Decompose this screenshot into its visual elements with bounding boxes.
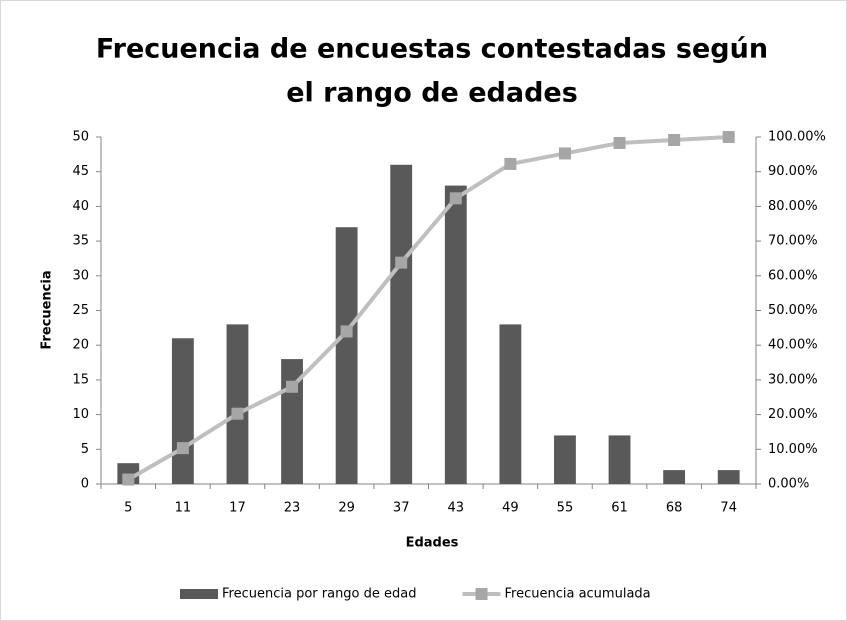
y2-tick-label: 20.00% [768,407,818,422]
x-tick-label: 17 [229,501,246,516]
line-marker [558,147,571,160]
y2-tick-label: 90.00% [768,164,818,179]
line-marker [395,256,408,269]
y2-tick-label: 100.00% [768,130,826,145]
y2-tick-label: 70.00% [768,234,818,249]
chart-title: Frecuencia de encuestas contestadas segú… [96,34,768,65]
legend-label: Frecuencia por rango de edad [222,587,417,602]
line-marker [449,192,462,205]
x-tick-label: 11 [175,501,192,516]
x-tick-label: 61 [611,501,628,516]
x-tick-label: 55 [557,501,574,516]
line-marker [231,407,244,420]
bar [554,435,576,484]
y-tick-label: 50 [72,130,89,145]
line-marker [122,473,135,486]
line [127,135,729,482]
y-tick-label: 0 [81,477,89,492]
line-marker [504,157,517,170]
y2-tick-label: 40.00% [768,338,818,353]
bar [390,164,413,484]
bar [499,324,522,484]
line-marker [286,380,299,393]
x-tick-label: 68 [666,501,683,516]
y2-tick-label: 50.00% [768,303,818,318]
y2-tick-label: 60.00% [768,268,818,283]
y-tick-label: 45 [72,164,89,179]
y2-tick-label: 80.00% [768,199,818,214]
bar [663,470,686,484]
legend-swatch [180,589,218,599]
y-tick-label: 25 [72,303,89,318]
x-tick-label: 49 [502,501,519,516]
y-tick-label: 20 [72,338,89,353]
x-axis-title: Edades [406,536,459,551]
line-marker [340,325,353,338]
bar [608,435,631,484]
bar [171,338,194,484]
bar [444,185,467,484]
bar [226,324,249,484]
y-tick-label: 35 [72,234,89,249]
legend-label: Frecuencia acumulada [505,587,651,602]
y2-tick-label: 10.00% [768,442,818,457]
chart-title: el rango de edades [286,78,578,109]
line-marker [668,133,681,146]
x-tick-label: 23 [284,501,301,516]
x-tick-label: 29 [338,501,355,516]
line-marker [176,442,189,455]
line-marker [613,136,626,149]
y-tick-label: 30 [72,268,89,283]
y-tick-label: 15 [72,372,89,387]
y2-tick-label: 30.00% [768,372,818,387]
x-tick-label: 74 [720,501,737,516]
bar [717,470,740,484]
y2-tick-label: 0.00% [768,477,809,492]
legend-swatch [475,588,488,600]
y-axis-title: Frecuencia [40,270,55,349]
bar [335,227,358,484]
y-tick-label: 10 [72,407,89,422]
y-tick-label: 5 [81,442,89,457]
x-tick-label: 5 [124,501,132,516]
x-tick-label: 37 [393,501,410,516]
y-tick-label: 40 [72,199,89,214]
x-tick-label: 43 [448,501,465,516]
line-marker [722,131,735,143]
